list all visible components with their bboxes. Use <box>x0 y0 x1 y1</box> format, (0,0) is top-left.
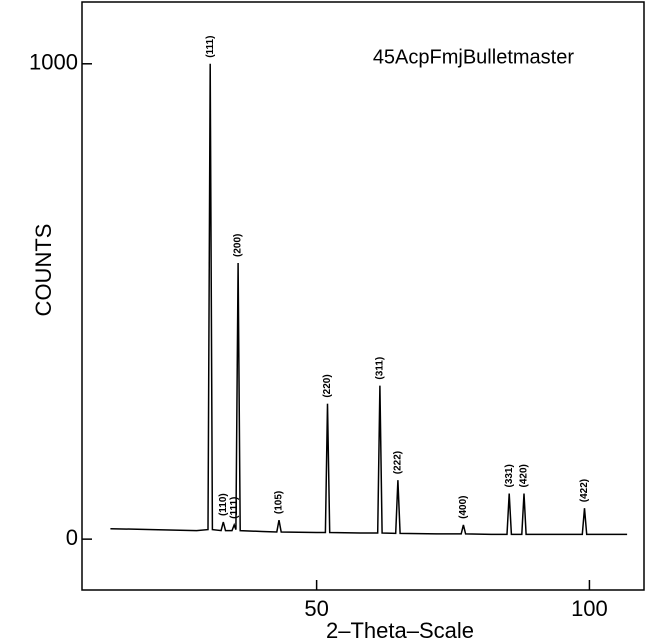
peak-label: (311) <box>375 357 386 380</box>
y-axis-title: COUNTS <box>31 224 56 317</box>
peak-label: (420) <box>519 464 530 487</box>
peak-label: (111) <box>229 497 240 519</box>
peak-label: (400) <box>458 496 469 519</box>
data-line <box>110 63 628 536</box>
peak-label: (105) <box>274 491 285 514</box>
plot-frame <box>81 1 645 591</box>
peak-label: (222) <box>393 451 404 474</box>
x-axis-title: 2–Theta–Scale <box>326 618 474 643</box>
peak-label: (200) <box>233 234 244 257</box>
x-tick-label: 100 <box>571 596 608 621</box>
y-tick-label: 0 <box>66 525 78 550</box>
peak-label: (220) <box>322 374 333 397</box>
x-tick-label: 50 <box>304 596 328 621</box>
peak-label: (111) <box>205 36 216 58</box>
legend-label: 45AcpFmjBulletmaster <box>373 46 575 68</box>
peak-label: (422) <box>579 479 590 502</box>
peak-label: (110) <box>218 493 229 516</box>
y-tick-label: 1000 <box>29 50 78 75</box>
peak-label: (331) <box>504 464 515 487</box>
